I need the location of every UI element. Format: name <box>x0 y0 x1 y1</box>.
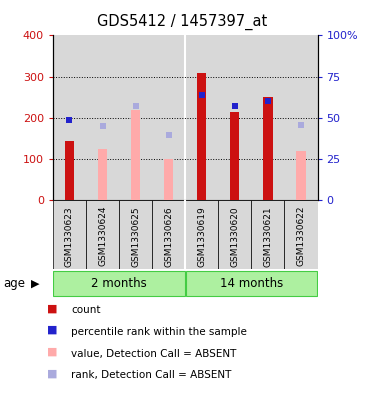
Bar <box>251 35 284 200</box>
Text: value, Detection Call = ABSENT: value, Detection Call = ABSENT <box>71 349 237 358</box>
Bar <box>251 200 284 269</box>
Bar <box>296 151 306 200</box>
FancyBboxPatch shape <box>53 271 185 296</box>
Text: ■: ■ <box>47 325 58 335</box>
Text: GSM1330621: GSM1330621 <box>264 206 272 266</box>
Text: ▶: ▶ <box>31 278 39 288</box>
Bar <box>284 200 318 269</box>
Text: GSM1330623: GSM1330623 <box>65 206 74 266</box>
Bar <box>98 149 107 200</box>
Text: GDS5412 / 1457397_at: GDS5412 / 1457397_at <box>97 14 268 30</box>
Bar <box>284 35 318 200</box>
Bar <box>152 35 185 200</box>
Bar <box>152 200 185 269</box>
Bar <box>119 200 152 269</box>
Bar <box>263 97 273 200</box>
Bar <box>65 141 74 200</box>
Text: 2 months: 2 months <box>91 277 147 290</box>
Text: GSM1330619: GSM1330619 <box>197 206 206 267</box>
Bar <box>230 112 239 200</box>
FancyBboxPatch shape <box>185 271 317 296</box>
Bar <box>164 159 173 200</box>
Text: ■: ■ <box>47 347 58 356</box>
Bar <box>218 200 251 269</box>
Text: GSM1330624: GSM1330624 <box>98 206 107 266</box>
Bar <box>86 200 119 269</box>
Bar <box>185 200 218 269</box>
Text: percentile rank within the sample: percentile rank within the sample <box>71 327 247 337</box>
Bar <box>131 110 140 200</box>
Text: ■: ■ <box>47 303 58 313</box>
Text: count: count <box>71 305 101 315</box>
Bar <box>218 35 251 200</box>
Bar <box>53 200 86 269</box>
Bar <box>53 35 86 200</box>
Bar <box>86 35 119 200</box>
Text: GSM1330620: GSM1330620 <box>230 206 239 266</box>
Bar <box>119 35 152 200</box>
Text: GSM1330626: GSM1330626 <box>164 206 173 266</box>
Text: age: age <box>4 277 26 290</box>
Text: 14 months: 14 months <box>220 277 283 290</box>
Text: rank, Detection Call = ABSENT: rank, Detection Call = ABSENT <box>71 370 231 380</box>
Bar <box>197 72 207 200</box>
Text: GSM1330625: GSM1330625 <box>131 206 140 266</box>
Bar <box>185 35 218 200</box>
Text: GSM1330622: GSM1330622 <box>296 206 306 266</box>
Text: ■: ■ <box>47 368 58 378</box>
